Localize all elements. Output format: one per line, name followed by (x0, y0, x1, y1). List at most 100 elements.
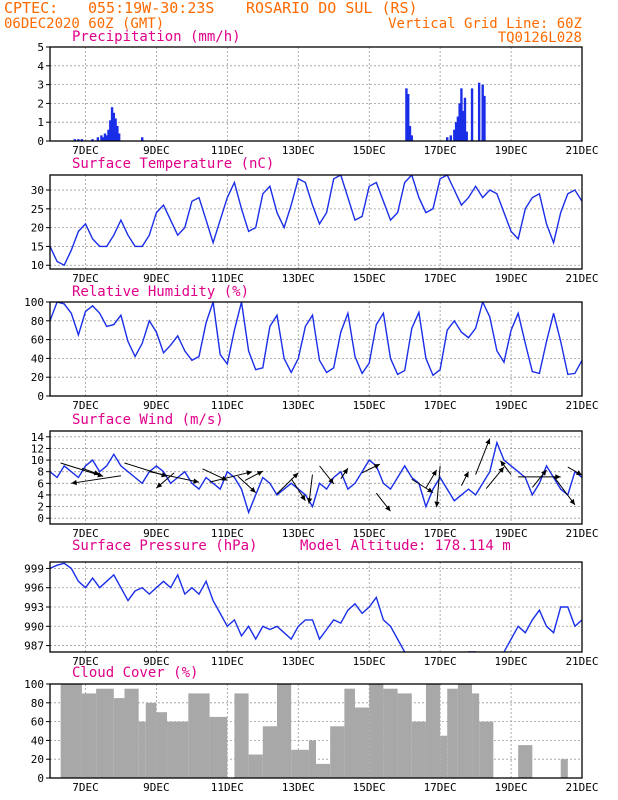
cloud-bar (518, 745, 533, 778)
panel-title: Surface Pressure (hPa) (72, 538, 257, 554)
x-tick-label: 21DEC (565, 781, 598, 794)
precip-bar (80, 139, 84, 141)
x-tick-label: 11DEC (211, 527, 244, 540)
y-tick-label: 80 (31, 697, 44, 710)
precip-bar (453, 129, 456, 141)
x-tick-label: 17DEC (424, 655, 457, 668)
cloud-bar (425, 684, 441, 778)
cloud-bar (344, 688, 356, 778)
cloud-bar (355, 707, 370, 778)
y-tick-label: 1 (37, 116, 44, 129)
cloud-bar (60, 684, 82, 778)
cloud-bar (156, 712, 168, 778)
wind-arrow-head (385, 505, 391, 512)
header-code: TQ0126L028 (498, 30, 582, 46)
header-location: ROSARIO DO SUL (RS) (246, 0, 418, 17)
x-tick-label: 11DEC (211, 399, 244, 412)
x-tick-label: 19DEC (495, 527, 528, 540)
precip-bar (96, 137, 100, 141)
cloud-bar (145, 702, 157, 778)
panel-frame (49, 46, 583, 142)
cloud-bar (383, 688, 398, 778)
panel-frame (49, 430, 583, 525)
wind-arrow-head (246, 470, 253, 476)
cloud-bar (209, 716, 228, 778)
precip-bar (470, 88, 474, 141)
y-tick-label: 20 (31, 371, 44, 384)
y-tick-label: 40 (31, 352, 44, 365)
x-tick-label: 7DEC (72, 144, 99, 157)
precip-bar (410, 135, 413, 141)
wind-arrow-head (463, 471, 469, 478)
precip-bar (109, 120, 112, 141)
cloud-bar (560, 759, 568, 778)
x-tick-label: 21DEC (565, 399, 598, 412)
wind-arrow-head (250, 487, 256, 493)
cloud-bar (124, 688, 139, 778)
x-tick-label: 15DEC (353, 399, 386, 412)
wind-arrow-head (97, 472, 104, 478)
cloud-bar (397, 693, 412, 778)
wind-arrow-head (342, 468, 348, 475)
y-tick-label: 0 (37, 135, 44, 148)
x-tick-label: 15DEC (353, 527, 386, 540)
x-tick-label: 7DEC (72, 399, 99, 412)
panel-frame (49, 561, 583, 653)
y-tick-label: 100 (24, 296, 44, 309)
panel-title: Precipitation (mm/h) (72, 29, 241, 45)
panel-1: Precipitation (mm/h) 0 1 2 3 4 5 7DEC 9DEC 11DEC 1… (37, 29, 598, 157)
data-layer (50, 302, 582, 377)
wind-arrow (71, 475, 122, 484)
series-line (50, 302, 582, 377)
precip-bar (483, 95, 486, 141)
precip-bar (77, 139, 80, 141)
precip-bar (460, 88, 463, 141)
precip-bar (100, 135, 103, 141)
precip-bar (465, 131, 468, 141)
precip-bar (463, 97, 467, 141)
panel-title: Surface Wind (m/s) (72, 412, 224, 428)
header-run: 06DEC2020 60Z (GMT) (4, 16, 164, 32)
cloud-bar (96, 688, 114, 778)
y-tick-label: 12 (31, 442, 44, 455)
x-tick-label: 11DEC (211, 144, 244, 157)
y-tick-label: 30 (31, 184, 44, 197)
x-tick-label: 17DEC (424, 527, 457, 540)
x-tick-label: 13DEC (282, 399, 315, 412)
series-line (50, 440, 582, 515)
cloud-bar (262, 726, 277, 778)
y-tick-label: 996 (24, 582, 44, 595)
x-tick-label: 21DEC (565, 272, 598, 285)
wind-arrow-head (434, 501, 440, 508)
precip-bar (454, 122, 458, 141)
wind-arrow-head (576, 470, 582, 476)
x-tick-label: 11DEC (211, 781, 244, 794)
wind-arrow-head (328, 478, 334, 484)
x-tick-label: 19DEC (495, 272, 528, 285)
cloud-bar (472, 693, 480, 778)
x-tick-label: 7DEC (72, 655, 99, 668)
wind-arrow (553, 476, 576, 506)
data-layer (50, 175, 582, 267)
x-tick-label: 9DEC (143, 781, 170, 794)
precip-bar (73, 139, 77, 141)
precip-bar (114, 118, 117, 141)
y-tick-label: 6 (37, 477, 44, 490)
y-tick-label: 20 (31, 222, 44, 235)
y-tick-label: 60 (31, 334, 44, 347)
y-tick-label: 5 (37, 41, 44, 54)
y-tick-label: 60 (31, 716, 44, 729)
panel-frame (49, 683, 583, 779)
precip-bar (405, 88, 408, 141)
wind-arrow-head (93, 470, 100, 476)
precip-bar (107, 129, 110, 141)
x-tick-label: 9DEC (143, 144, 170, 157)
x-tick-label: 15DEC (353, 272, 386, 285)
wind-arrow (436, 465, 441, 508)
data-layer (73, 82, 486, 141)
wind-arrow-head (193, 478, 199, 484)
x-tick-label: 15DEC (353, 144, 386, 157)
wind-arrow-head (307, 498, 313, 504)
precip-bar (481, 84, 484, 141)
x-tick-label: 17DEC (424, 781, 457, 794)
